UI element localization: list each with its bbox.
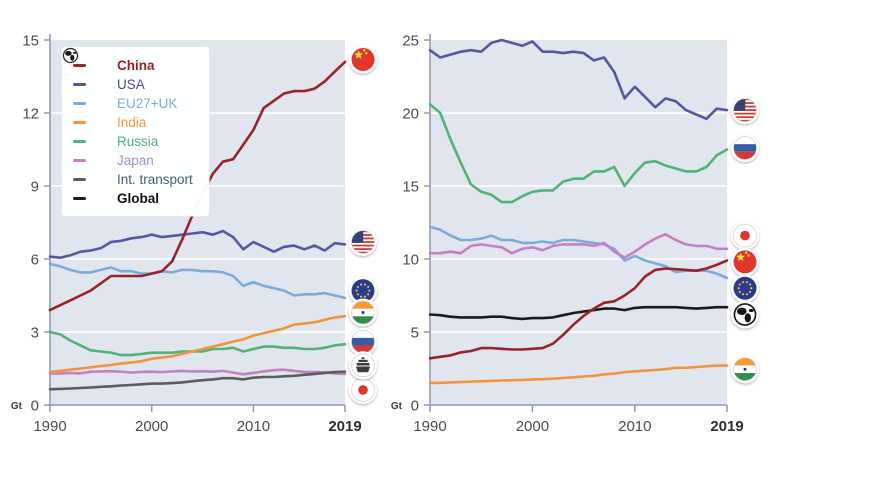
japan-flag-icon	[349, 375, 377, 404]
line-usa	[48, 229, 347, 260]
y-tick-label: 15	[22, 32, 39, 49]
line-india	[428, 364, 729, 385]
india-flag-icon	[731, 355, 759, 384]
unit-label: Gt	[391, 401, 403, 412]
eu-flag-icon	[62, 47, 110, 112]
legend-dash	[73, 158, 86, 162]
per-capita-emissions-chart: 0 5 10 15 20 25 Gt 1990 2000 2010 2019	[391, 32, 759, 435]
legend-item-india: India	[62, 47, 193, 131]
x-tick-label: 2010	[618, 418, 651, 435]
eu-flag-icon	[349, 276, 377, 305]
legend-dash	[73, 139, 86, 143]
china-flag-icon	[62, 47, 110, 74]
india-flag-icon	[349, 298, 377, 327]
legend-item-eu: EU27+UK	[62, 47, 193, 112]
china-flag-icon	[731, 247, 759, 276]
ship-icon	[349, 351, 377, 380]
russia-flag-icon	[731, 134, 759, 162]
india-flag-icon	[62, 47, 110, 131]
y-tick-label: 15	[402, 178, 419, 195]
x-tick-label: 2019	[710, 418, 743, 435]
line-china	[428, 259, 729, 360]
line-usa	[428, 38, 729, 121]
y-tick-label: 6	[31, 251, 39, 268]
legend-dash	[73, 101, 86, 105]
legend-item-transport: Int. transport	[62, 47, 193, 188]
line-india	[48, 314, 347, 374]
y-tick-label: 9	[31, 178, 39, 195]
usa-flag-icon	[62, 47, 110, 93]
y-tick-label: 25	[402, 32, 419, 49]
japan-flag-icon	[731, 221, 759, 250]
plot-area	[430, 40, 727, 405]
unit-label: Gt	[11, 401, 23, 412]
ship-icon	[62, 47, 110, 188]
russia-flag-icon	[62, 47, 110, 150]
legend-item-usa: USA	[62, 47, 193, 93]
line-eu	[48, 262, 347, 300]
line-japan	[428, 232, 729, 259]
legend-dash	[73, 63, 86, 67]
legend-item-japan: Japan	[62, 47, 193, 169]
legend-label: Russia	[117, 133, 159, 149]
x-tick-label: 1990	[413, 418, 446, 435]
line-russia	[428, 102, 729, 204]
y-tick-label: 0	[31, 397, 39, 414]
x-tick-label: 2019	[328, 418, 361, 435]
y-tick-label: 20	[402, 105, 419, 122]
usa-flag-icon	[731, 96, 759, 125]
legend-item-china: China	[62, 47, 193, 74]
line-japan	[48, 368, 347, 376]
legend-label: Global	[117, 190, 160, 206]
legend-label: Japan	[117, 152, 154, 168]
y-tick-label: 12	[22, 105, 39, 122]
legend-label: China	[117, 57, 155, 73]
legend-dash	[73, 196, 86, 200]
legend-label: Int. transport	[117, 171, 193, 187]
japan-flag-icon	[62, 47, 110, 169]
line-eu	[428, 225, 729, 280]
china-flag-icon	[349, 45, 377, 74]
y-tick-label: 5	[411, 324, 419, 341]
legend-label: USA	[117, 76, 145, 92]
charts-canvas: 0 3 6 9 12 15 Gt 1990 2000 2010 2019 0 5 10 15 20 25 Gt 19…	[11, 32, 759, 435]
line-global	[428, 305, 729, 321]
legend-dash	[73, 177, 86, 181]
globe-icon	[731, 300, 759, 329]
eu-flag-icon	[731, 274, 759, 303]
globe-icon	[63, 48, 110, 207]
legend-dash	[73, 82, 86, 86]
legend-label: India	[117, 114, 147, 130]
x-tick-label: 2000	[516, 418, 549, 435]
y-tick-label: 0	[411, 397, 419, 414]
legend-item-global: Global	[63, 48, 193, 207]
legend: China USA EU27+UK India Russia Japan Int. tran…	[62, 47, 209, 216]
y-tick-label: 10	[402, 251, 419, 268]
legend-label: EU27+UK	[117, 95, 178, 111]
y-tick-label: 3	[31, 324, 39, 341]
line-transport	[48, 370, 347, 391]
x-tick-label: 2010	[237, 418, 270, 435]
legend-dash	[73, 120, 86, 124]
x-tick-label: 2000	[135, 418, 168, 435]
legend-item-russia: Russia	[62, 47, 193, 150]
russia-flag-icon	[349, 327, 377, 356]
x-tick-label: 1990	[33, 418, 66, 435]
usa-flag-icon	[349, 228, 377, 256]
